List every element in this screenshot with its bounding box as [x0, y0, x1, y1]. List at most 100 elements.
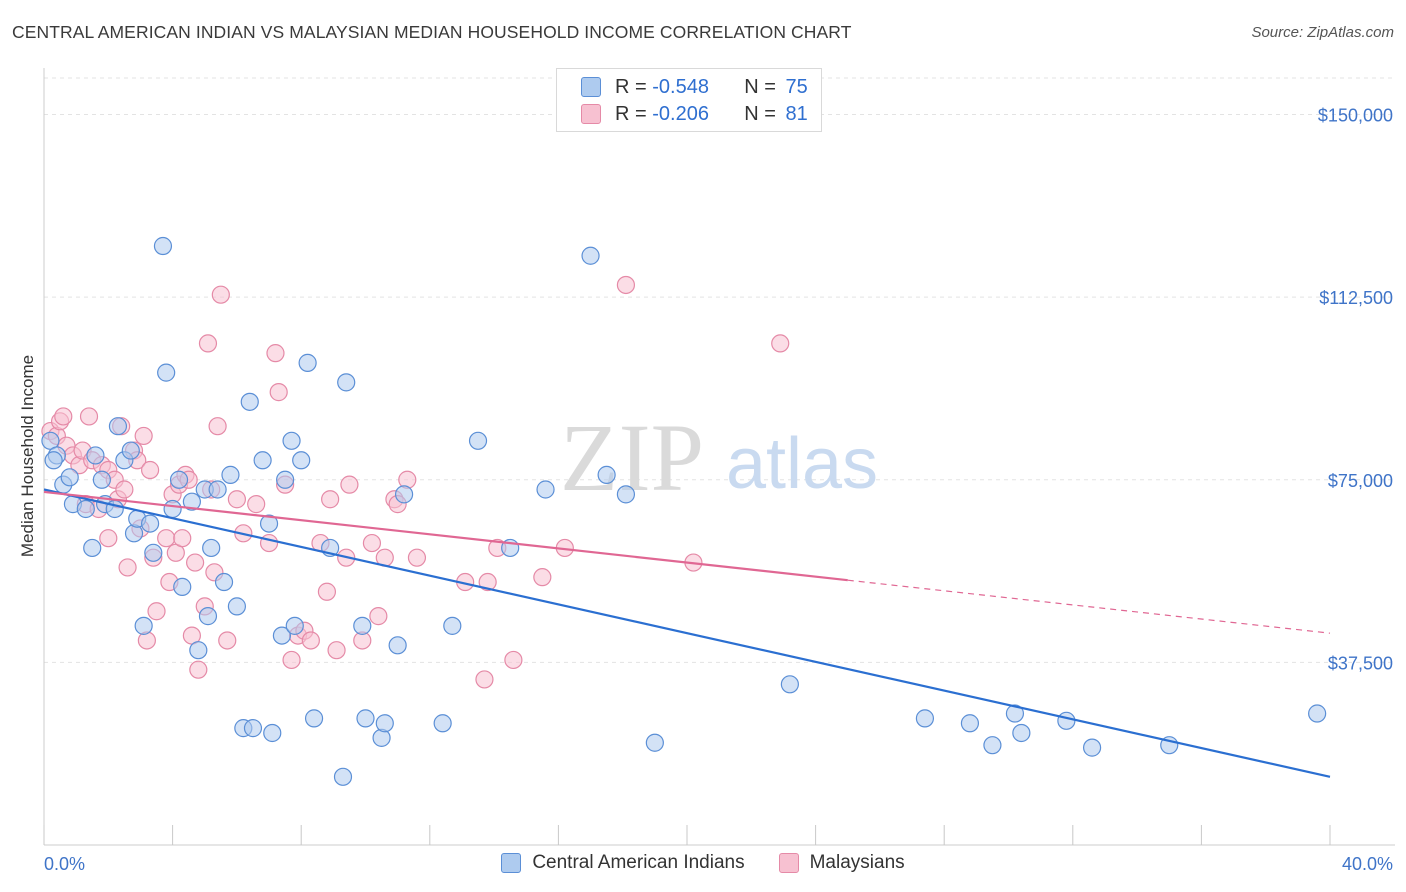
data-point — [301, 631, 320, 650]
data-point — [240, 392, 259, 411]
legend-n-label: N = — [744, 102, 782, 125]
legend-r-value: -0.548 — [652, 75, 709, 98]
data-point — [616, 275, 636, 295]
data-point — [269, 383, 288, 402]
x-tick-label: 40.0% — [1342, 854, 1393, 874]
data-point — [282, 650, 301, 670]
series-legend: Central American Indians Malaysians — [0, 852, 1406, 874]
data-point — [340, 475, 359, 494]
data-point — [597, 465, 616, 484]
legend-n-value: 81 — [785, 102, 808, 125]
data-point — [221, 465, 240, 484]
data-point — [198, 607, 218, 626]
trend-line-malaysians-extension — [847, 579, 1331, 634]
data-point — [333, 767, 353, 786]
data-point — [247, 495, 266, 514]
data-point — [144, 543, 163, 562]
legend-row-pink: R = -0.206 N = 81 — [581, 101, 808, 127]
data-point — [169, 470, 189, 489]
data-point — [189, 660, 208, 679]
data-point — [153, 236, 173, 256]
data-point — [317, 582, 337, 601]
series-legend-item-blue: Central American Indians — [501, 852, 745, 874]
data-point — [118, 558, 137, 577]
data-point — [54, 407, 73, 426]
x-tick-label: 0.0% — [44, 854, 85, 874]
data-point — [581, 246, 600, 265]
data-point — [243, 719, 263, 738]
legend-r-label: R = — [615, 75, 653, 98]
data-point — [1308, 704, 1327, 723]
data-point — [266, 344, 285, 363]
data-point — [218, 631, 237, 650]
data-point — [276, 470, 295, 489]
data-point — [321, 490, 340, 509]
data-point — [134, 616, 153, 635]
data-point — [227, 597, 246, 616]
data-point — [533, 568, 552, 587]
data-point — [157, 529, 176, 548]
legend-r-value: -0.206 — [652, 102, 709, 125]
y-tick-label: $37,500 — [1328, 653, 1393, 673]
y-tick-label: $112,500 — [1319, 288, 1393, 308]
data-point — [356, 709, 375, 728]
data-point — [616, 485, 636, 504]
central-american-indians-points — [41, 236, 1327, 786]
data-point — [292, 451, 311, 470]
data-point — [92, 470, 111, 489]
data-point — [272, 626, 292, 645]
legend-n-label: N = — [744, 75, 782, 98]
data-point — [211, 285, 230, 304]
data-point — [147, 602, 166, 621]
data-point — [186, 553, 205, 572]
data-point — [645, 733, 664, 752]
series-legend-item-pink: Malaysians — [778, 852, 905, 874]
data-point — [86, 446, 105, 465]
data-point — [304, 709, 324, 728]
data-point — [468, 431, 488, 450]
data-point — [771, 334, 790, 353]
data-point — [327, 641, 346, 660]
data-point — [99, 529, 118, 548]
data-point — [121, 441, 140, 460]
trend-lines — [43, 488, 1331, 778]
y-axis-label: Median Household Income — [18, 354, 37, 558]
data-point — [214, 572, 234, 592]
data-point — [478, 572, 497, 592]
data-point — [353, 616, 372, 635]
data-point — [157, 363, 176, 382]
data-point — [394, 485, 414, 504]
data-point — [208, 417, 227, 436]
watermark-atlas: atlas — [726, 424, 878, 504]
trend-line-malaysians — [43, 490, 848, 582]
data-point — [263, 723, 282, 743]
series-swatch-blue — [501, 853, 522, 873]
legend-swatch-blue — [581, 77, 601, 97]
data-point — [780, 675, 799, 694]
data-point — [337, 373, 356, 392]
data-point — [285, 616, 304, 635]
data-point — [202, 538, 221, 558]
data-point — [44, 451, 63, 470]
axes — [43, 68, 1395, 846]
series-swatch-pink — [778, 853, 799, 873]
data-point — [79, 407, 99, 426]
data-point — [83, 538, 102, 558]
data-point — [983, 736, 1002, 755]
data-point — [369, 607, 388, 626]
data-point — [375, 714, 394, 733]
data-point — [504, 650, 523, 670]
watermark: ZIP atlas — [560, 404, 878, 511]
legend-n-value: 75 — [785, 75, 808, 98]
data-point — [108, 417, 128, 436]
data-point — [60, 468, 79, 487]
data-point — [960, 714, 980, 733]
data-point — [475, 670, 494, 689]
data-point — [298, 353, 317, 372]
tick-labels: $37,500 $75,000 $112,500 $150,000 0.0% 40.0% — [44, 106, 1393, 874]
data-point — [163, 499, 182, 519]
data-point — [115, 480, 134, 499]
legend-r-label: R = — [615, 102, 653, 125]
data-point — [362, 533, 382, 553]
